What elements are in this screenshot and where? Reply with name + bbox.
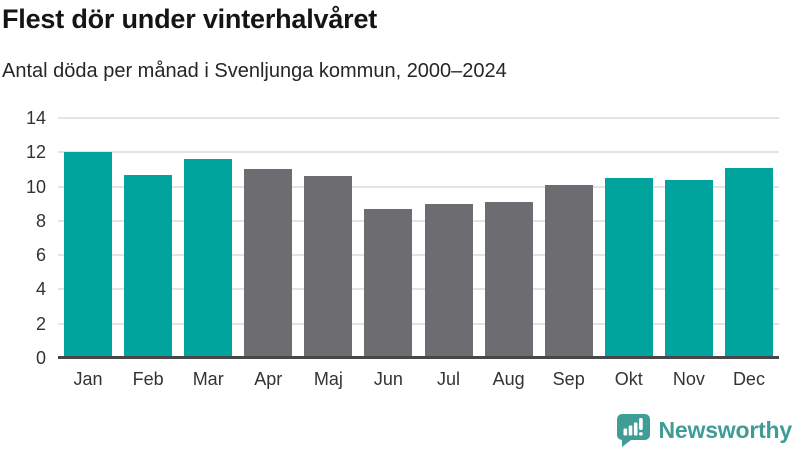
x-tick-label-feb: Feb: [132, 369, 164, 389]
chart-title: Flest dör under vinterhalvåret: [2, 4, 378, 34]
gridline-6: [58, 254, 779, 257]
x-tick-label-nov: Nov: [672, 369, 705, 389]
gridline-10: [58, 185, 779, 188]
x-tick-label-maj: Maj: [313, 369, 343, 389]
newsworthy-logo: Newsworthy: [616, 413, 792, 447]
chart-subtitle: Antal döda per månad i Svenljunga kommun…: [2, 60, 507, 82]
newsworthy-logo-text: Newsworthy: [658, 416, 793, 443]
bar-dec: [724, 167, 773, 358]
bar-aug: [484, 202, 533, 358]
y-tick-label-2: 2: [35, 313, 46, 334]
x-tick-label-dec: Dec: [732, 369, 765, 389]
gridline-14: [58, 117, 779, 119]
bar-apr: [244, 169, 293, 358]
x-axis-baseline: [58, 356, 779, 359]
x-tick-label-apr: Apr: [254, 369, 283, 389]
plot-area: [58, 117, 779, 359]
bar-feb: [124, 174, 173, 358]
x-tick-label-jan: Jan: [73, 369, 103, 389]
gridline-4: [58, 288, 779, 291]
bar-jun: [364, 208, 413, 358]
gridline-12: [58, 151, 779, 154]
bar-mar: [184, 159, 233, 358]
x-tick-label-okt: Okt: [614, 369, 643, 389]
x-tick-label-jun: Jun: [373, 369, 403, 389]
bar-maj: [304, 176, 353, 358]
y-tick-label-6: 6: [35, 245, 46, 266]
x-tick-label-sep: Sep: [552, 369, 585, 389]
y-tick-label-10: 10: [25, 176, 46, 197]
x-tick-label-jul: Jul: [437, 369, 461, 389]
y-tick-label-0: 0: [35, 348, 46, 368]
bar-jul: [424, 203, 473, 358]
bar-okt: [604, 178, 653, 358]
y-tick-label-8: 8: [35, 210, 46, 231]
y-tick-label-14: 14: [25, 108, 46, 128]
bar-sep: [544, 184, 593, 358]
x-tick-label-aug: Aug: [492, 369, 525, 389]
gridline-2: [58, 322, 779, 325]
gridline-8: [58, 219, 779, 222]
y-tick-label-4: 4: [35, 279, 46, 300]
bar-nov: [664, 179, 713, 358]
bar-jan: [64, 152, 113, 358]
y-tick-label-12: 12: [25, 142, 46, 163]
x-tick-label-mar: Mar: [192, 369, 224, 389]
newsworthy-icon: [616, 414, 650, 447]
